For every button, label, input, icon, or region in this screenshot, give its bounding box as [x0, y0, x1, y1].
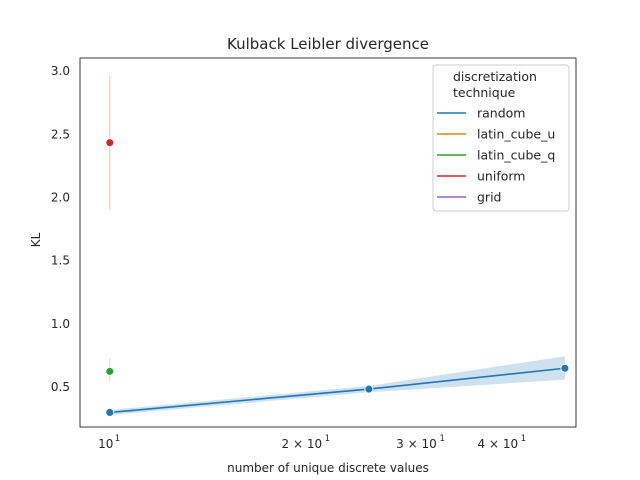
data-point-random	[560, 363, 570, 373]
data-point-uniform	[105, 138, 115, 148]
y-tick-label: 2.5	[51, 127, 70, 141]
x-tick-label: 2 × 10	[282, 437, 323, 451]
plot-area	[105, 75, 570, 417]
legend-label-grid: grid	[477, 190, 501, 205]
y-tick-label: 0.5	[51, 380, 70, 394]
axes: 0.51.01.52.02.53.010 1 2 × 10 1 3 × 10 1 4 × 1…	[51, 57, 577, 451]
legend-label-latin-cube-q: latin_cube_q	[477, 148, 555, 163]
data-point-random	[364, 384, 374, 394]
data-point-latin-cube-q	[105, 366, 115, 376]
y-tick-label: 1.5	[51, 254, 70, 268]
y-tick-label: 1.0	[51, 317, 70, 331]
legend-title: discretization	[453, 69, 537, 84]
legend-label-random: random	[477, 106, 525, 121]
axes-frame	[79, 57, 577, 428]
y-tick-label: 2.0	[51, 191, 70, 205]
x-tick-exponent: 1	[521, 434, 526, 444]
legend-title: technique	[453, 85, 516, 100]
data-point-random	[105, 408, 115, 417]
ci-band-random	[109, 356, 565, 415]
x-tick-exponent: 1	[439, 434, 444, 444]
legend-box	[432, 64, 570, 212]
y-axis-label: KL	[29, 232, 43, 247]
chart-title: Kulback Leibler divergence	[227, 35, 429, 53]
x-tick-label: 10	[98, 437, 113, 451]
x-tick-label: 4 × 10	[478, 437, 519, 451]
x-axis-label: number of unique discrete values	[227, 461, 429, 475]
legend-label-latin-cube-u: latin_cube_u	[477, 127, 555, 142]
x-tick-exponent: 1	[325, 434, 330, 444]
legend-label-uniform: uniform	[477, 169, 525, 184]
x-tick-label: 3 × 10	[396, 437, 437, 451]
x-tick-exponent: 1	[115, 434, 120, 444]
y-tick-label: 3.0	[51, 64, 70, 78]
